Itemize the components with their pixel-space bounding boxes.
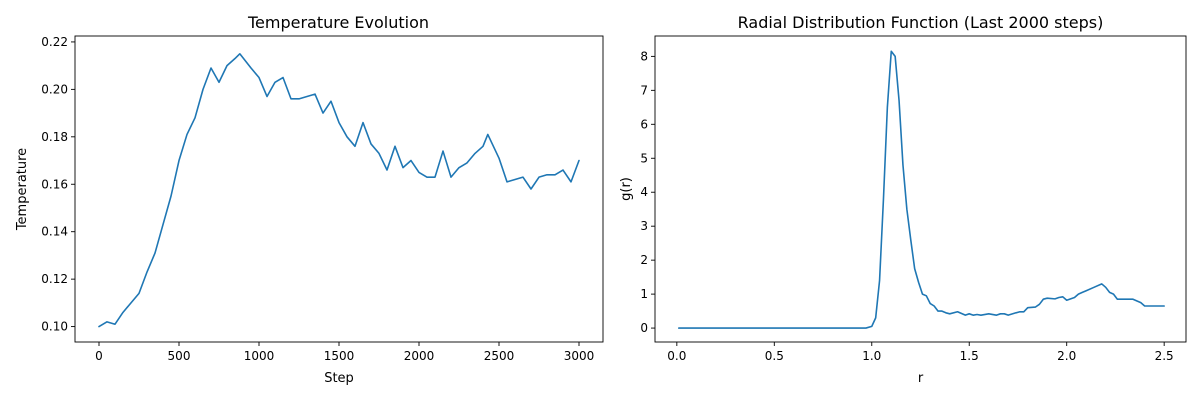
temperature-x-tick-label: 2500 xyxy=(484,349,515,363)
temperature-y-tick-label: 0.20 xyxy=(41,82,68,96)
temperature-x-tick-label: 500 xyxy=(168,349,191,363)
rdf-x-axis-label: r xyxy=(918,371,924,386)
temperature-chart: Temperature Evolution 0 500 1000 1500 2000 25… xyxy=(15,13,604,386)
rdf-y-tick-label: 8 xyxy=(640,49,648,63)
temperature-y-tick-label: 0.14 xyxy=(41,225,68,239)
rdf-chart-title: Radial Distribution Function (Last 2000 … xyxy=(738,13,1104,32)
rdf-y-tick-label: 5 xyxy=(640,151,648,165)
rdf-x-tick-label: 0.5 xyxy=(765,349,784,363)
rdf-x-tick-label: 2.5 xyxy=(1155,349,1174,363)
temperature-x-tick-label: 0 xyxy=(95,349,103,363)
rdf-x-tick-label: 2.0 xyxy=(1057,349,1076,363)
rdf-y-tick-label: 0 xyxy=(640,321,648,335)
rdf-y-tick-label: 6 xyxy=(640,117,648,131)
temperature-x-tick-label: 1000 xyxy=(244,349,275,363)
temperature-x-ticks: 0 500 1000 1500 2000 2500 3000 xyxy=(95,342,594,363)
rdf-chart: Radial Distribution Function (Last 2000 … xyxy=(619,13,1187,386)
rdf-x-ticks: 0.0 0.5 1.0 1.5 2.0 2.5 xyxy=(667,342,1174,363)
temperature-y-tick-label: 0.10 xyxy=(41,320,68,334)
rdf-series-line xyxy=(677,50,1165,329)
temperature-y-tick-label: 0.12 xyxy=(41,272,68,286)
rdf-y-tick-label: 2 xyxy=(640,253,648,267)
temperature-axes-frame xyxy=(74,35,604,343)
rdf-y-tick-label: 7 xyxy=(640,83,648,97)
temperature-y-tick-label: 0.18 xyxy=(41,130,68,144)
rdf-y-tick-label: 3 xyxy=(640,219,648,233)
temperature-x-tick-label: 1500 xyxy=(324,349,355,363)
rdf-axes-frame xyxy=(654,35,1187,343)
rdf-y-tick-label: 4 xyxy=(640,185,648,199)
rdf-x-tick-label: 1.5 xyxy=(960,349,979,363)
temperature-x-axis-label: Step xyxy=(324,371,354,386)
rdf-y-axis-label: g(r) xyxy=(619,177,634,201)
temperature-y-tick-label: 0.22 xyxy=(41,35,68,49)
temperature-x-tick-label: 2000 xyxy=(404,349,435,363)
rdf-y-tick-label: 1 xyxy=(640,287,648,301)
temperature-x-tick-label: 3000 xyxy=(564,349,595,363)
temperature-y-axis-label: Temperature xyxy=(15,148,30,231)
temperature-chart-title: Temperature Evolution xyxy=(247,13,429,32)
rdf-x-tick-label: 1.0 xyxy=(862,349,881,363)
temperature-y-tick-label: 0.16 xyxy=(41,177,68,191)
temperature-series-line xyxy=(98,52,580,328)
temperature-y-ticks: 0.10 0.12 0.14 0.16 0.18 0.20 0.22 xyxy=(41,35,75,334)
rdf-y-ticks: 0 1 2 3 4 5 6 7 8 xyxy=(640,49,655,335)
rdf-x-tick-label: 0.0 xyxy=(667,349,686,363)
